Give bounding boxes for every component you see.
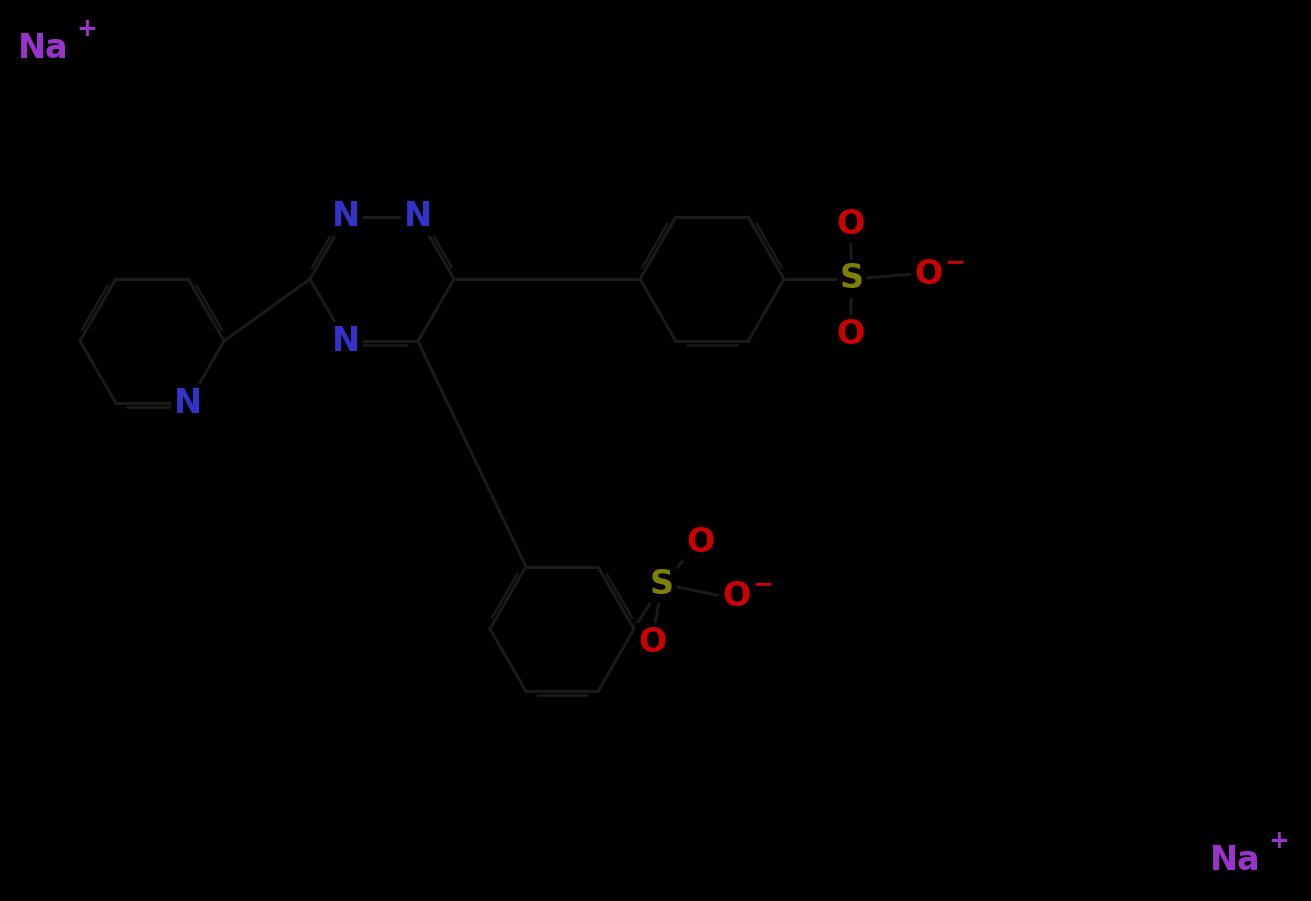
Text: N: N xyxy=(404,200,433,233)
Text: O: O xyxy=(836,207,864,241)
Text: O: O xyxy=(686,525,714,559)
Text: N: N xyxy=(332,325,361,358)
Text: Na: Na xyxy=(1210,844,1261,878)
Text: +: + xyxy=(76,17,97,41)
Text: Na: Na xyxy=(18,32,68,66)
Text: S: S xyxy=(650,568,674,600)
Text: −: − xyxy=(753,572,773,596)
Text: −: − xyxy=(944,250,965,274)
Text: O: O xyxy=(836,317,864,350)
Text: O: O xyxy=(638,625,666,659)
Text: S: S xyxy=(840,262,864,296)
Text: N: N xyxy=(174,387,202,420)
Text: +: + xyxy=(1268,829,1289,853)
Text: O: O xyxy=(722,579,750,613)
Text: N: N xyxy=(332,200,361,233)
Text: O: O xyxy=(914,258,943,290)
